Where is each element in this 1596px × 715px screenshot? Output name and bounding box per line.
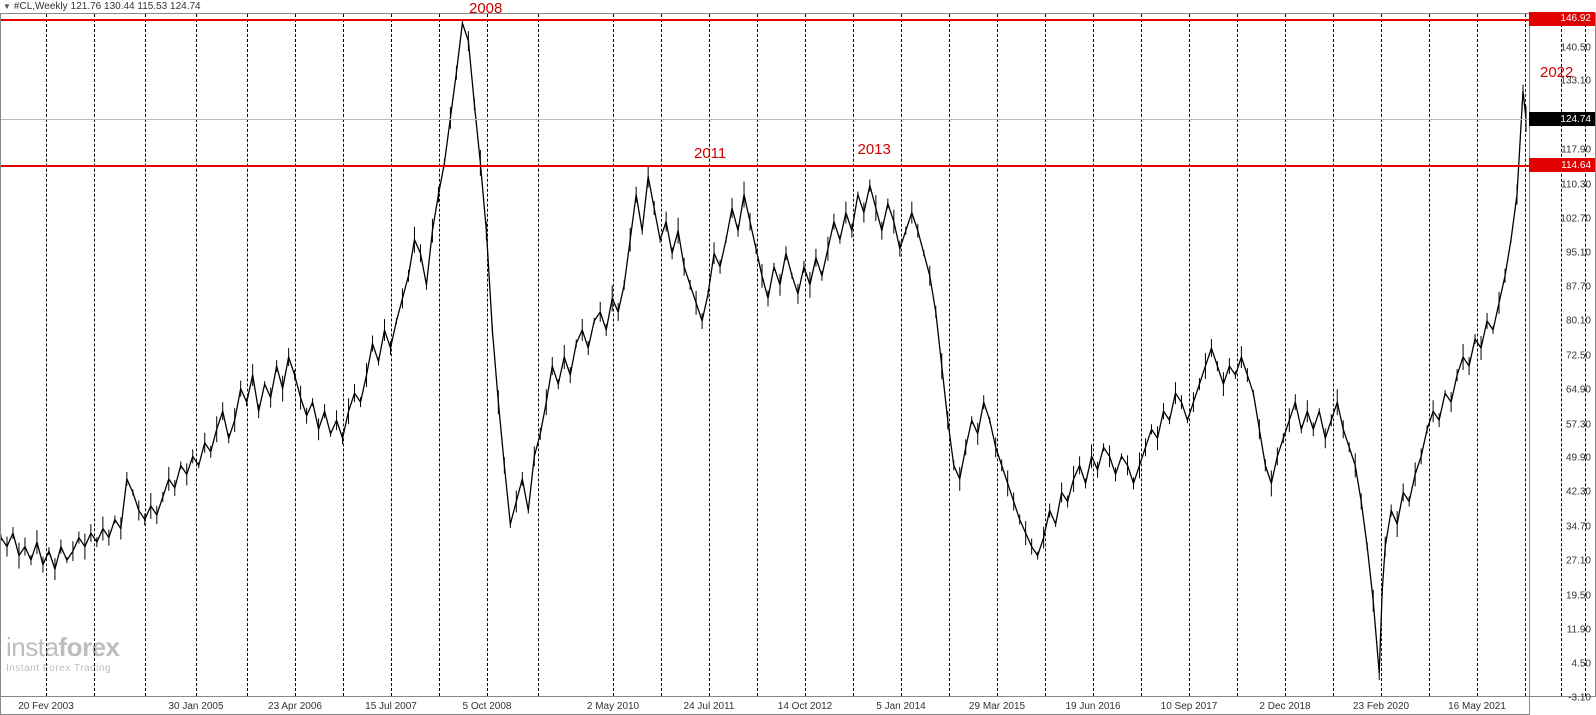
grid-vertical <box>757 14 758 696</box>
y-tick-label: 95.10 <box>1566 248 1591 259</box>
symbol-dropdown-icon[interactable]: ▼ <box>3 2 11 11</box>
grid-vertical <box>1525 14 1526 696</box>
grid-vertical <box>853 14 854 696</box>
x-tick-label: 5 Jan 2014 <box>876 701 926 712</box>
y-tick-label: 11.90 <box>1567 625 1591 636</box>
grid-vertical <box>145 14 146 696</box>
y-tick-label: 72.50 <box>1566 350 1591 361</box>
plot-area[interactable]: instaforex Instant Forex Trading 2008201… <box>0 13 1530 697</box>
y-tick-label: 110.30 <box>1561 179 1591 190</box>
x-tick-label: 15 Jul 2007 <box>365 701 417 712</box>
grid-vertical <box>709 14 710 696</box>
grid-vertical <box>997 14 998 696</box>
x-tick-label: 2 Dec 2018 <box>1259 701 1310 712</box>
grid-vertical <box>487 14 488 696</box>
watermark-logo: instaforex Instant Forex Trading <box>6 632 120 674</box>
grid-vertical <box>1237 14 1238 696</box>
grid-vertical <box>1285 14 1286 696</box>
chart-container: ▼ #CL,Weekly 121.76 130.44 115.53 124.74… <box>0 0 1596 715</box>
grid-vertical <box>1429 14 1430 696</box>
x-tick-label: 20 Fev 2003 <box>18 701 74 712</box>
y-axis: -3.104.5011.9019.5027.1034.7042.3049.905… <box>1530 13 1596 697</box>
grid-vertical <box>1381 14 1382 696</box>
y-tick-label: 64.90 <box>1566 385 1591 396</box>
horizontal-line <box>1 119 1529 120</box>
grid-vertical <box>94 14 95 696</box>
x-tick-label: 2 May 2010 <box>587 701 639 712</box>
x-axis: 20 Fev 2003 30 Jan 2005 23 Apr 2006 15 Jul … <box>0 697 1530 715</box>
grid-vertical <box>343 14 344 696</box>
y-tick-label: 102.70 <box>1560 214 1591 225</box>
y-tick-label: 4.50 <box>1572 658 1591 669</box>
grid-vertical <box>1141 14 1142 696</box>
y-tick-label: 87.70 <box>1566 281 1591 292</box>
x-tick-label: 30 Jan 2005 <box>168 701 223 712</box>
annotation-label: 2011 <box>694 145 726 162</box>
x-tick-label: 23 Apr 2006 <box>268 701 322 712</box>
grid-vertical <box>1045 14 1046 696</box>
grid-vertical <box>538 14 539 696</box>
y-tick-label: 19.50 <box>1566 590 1591 601</box>
grid-vertical <box>391 14 392 696</box>
grid-vertical <box>613 14 614 696</box>
price-series <box>1 14 1529 696</box>
grid-vertical <box>46 14 47 696</box>
grid-vertical <box>1189 14 1190 696</box>
grid-vertical <box>1333 14 1334 696</box>
horizontal-line <box>1 165 1529 167</box>
y-tick-label: 117.90 <box>1561 145 1591 156</box>
x-tick-label: 10 Sep 2017 <box>1161 701 1218 712</box>
x-tick-label: 16 May 2021 <box>1448 701 1506 712</box>
price-tag: 114.64 <box>1529 158 1595 172</box>
grid-vertical <box>901 14 902 696</box>
watermark-brand-bold: forex <box>58 632 119 662</box>
y-tick-label: 27.10 <box>1566 556 1591 567</box>
grid-vertical <box>196 14 197 696</box>
watermark-tagline: Instant Forex Trading <box>6 663 120 674</box>
watermark-brand-light: insta <box>6 632 58 662</box>
x-tick-label: 24 Jul 2011 <box>684 701 735 712</box>
y-tick-label: 57.30 <box>1566 419 1591 430</box>
x-tick-label: 23 Feb 2020 <box>1353 701 1409 712</box>
y-tick-label: -3.10 <box>1568 693 1591 704</box>
annotation-label: 2008 <box>469 0 502 17</box>
x-tick-label: 19 Jun 2016 <box>1065 701 1120 712</box>
y-tick-label: 140.50 <box>1560 42 1591 53</box>
grid-vertical <box>247 14 248 696</box>
grid-vertical <box>661 14 662 696</box>
x-tick-label: 5 Oct 2008 <box>463 701 512 712</box>
x-tick-label: 14 Oct 2012 <box>778 701 832 712</box>
grid-vertical <box>805 14 806 696</box>
y-tick-label: 42.30 <box>1566 487 1591 498</box>
price-tag: 146.92 <box>1529 12 1595 26</box>
chart-header: ▼ #CL,Weekly 121.76 130.44 115.53 124.74 <box>3 0 201 13</box>
ohlc-label: 121.76 130.44 115.53 124.74 <box>71 1 201 12</box>
price-tag: 124.74 <box>1529 112 1595 126</box>
y-tick-label: 133.10 <box>1560 76 1591 87</box>
grid-vertical <box>1093 14 1094 696</box>
grid-vertical <box>439 14 440 696</box>
y-tick-label: 34.70 <box>1566 521 1591 532</box>
horizontal-line <box>1 19 1529 21</box>
x-tick-label: 29 Mar 2015 <box>969 701 1025 712</box>
grid-vertical <box>295 14 296 696</box>
y-tick-label: 49.90 <box>1566 453 1591 464</box>
grid-vertical <box>1477 14 1478 696</box>
symbol-label: #CL,Weekly <box>14 1 68 12</box>
annotation-label: 2013 <box>858 141 891 158</box>
y-tick-label: 80.10 <box>1566 316 1591 327</box>
grid-vertical <box>949 14 950 696</box>
